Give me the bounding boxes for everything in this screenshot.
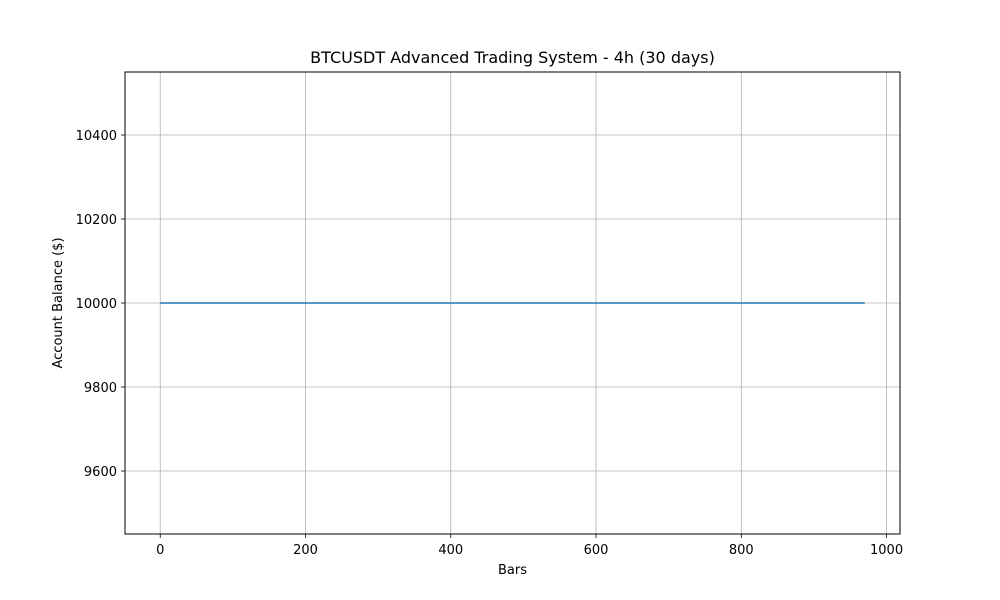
x-tick-label: 200 <box>293 543 318 558</box>
y-tick-label: 10400 <box>76 129 117 144</box>
y-tick-label: 10200 <box>76 213 117 228</box>
y-axis-label: Account Balance ($) <box>51 237 66 368</box>
x-tick-label: 0 <box>156 543 164 558</box>
x-tick-label: 1000 <box>870 543 903 558</box>
x-tick-label: 800 <box>729 543 754 558</box>
x-axis-label: Bars <box>498 563 527 578</box>
y-tick-label: 9600 <box>84 465 117 480</box>
y-tick-label: 9800 <box>84 381 117 396</box>
y-tick-label: 10000 <box>76 297 117 312</box>
x-tick-label: 400 <box>438 543 463 558</box>
x-tick-label: 600 <box>584 543 609 558</box>
y-axis: 9600 9800 10000 10200 10400 <box>76 129 125 480</box>
x-axis: 0 200 400 600 800 1000 <box>156 534 903 558</box>
chart-title: BTCUSDT Advanced Trading System - 4h (30… <box>310 48 715 67</box>
